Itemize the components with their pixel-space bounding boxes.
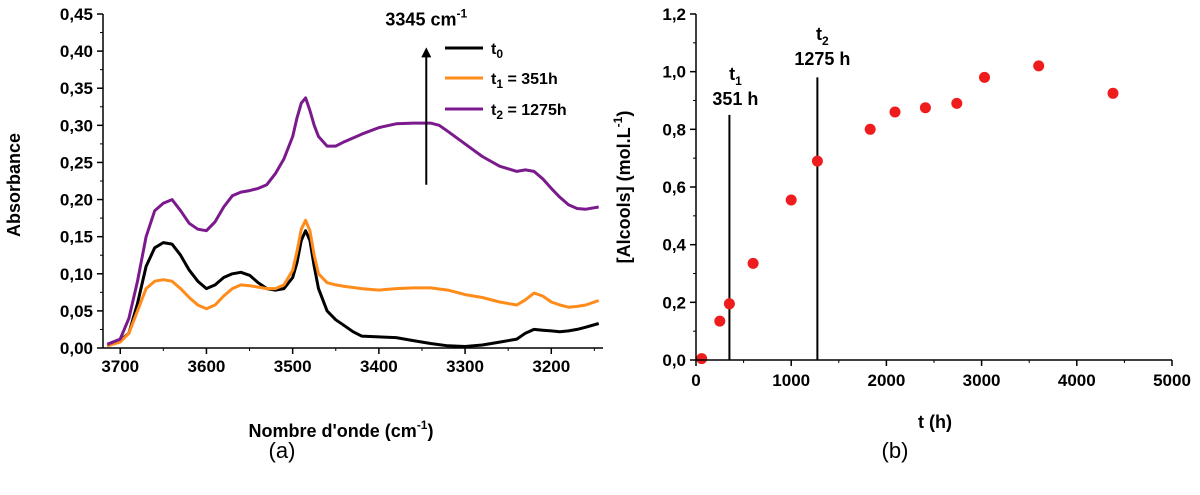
peak-arrow-annotation: 3345 cm-1 xyxy=(385,6,467,185)
panel-b-ytick-label: 0,8 xyxy=(662,120,686,139)
panel-a-xtick-label: 3500 xyxy=(274,357,312,376)
panel-a-ytick-label: 0,10 xyxy=(60,265,93,284)
time-marker-label-1: t1 xyxy=(729,64,742,88)
data-point xyxy=(714,315,726,327)
panel-a-xtick-label: 3200 xyxy=(532,357,570,376)
panel-a-xlabel: Nombre d'onde (cm-1) xyxy=(249,418,434,441)
panel-b-xlabel: t (h) xyxy=(918,412,952,432)
panel-b-xtick-label: 3000 xyxy=(963,371,1001,390)
panel-b-axes xyxy=(695,14,1172,361)
panel-b-ytick-label: 1,2 xyxy=(662,5,686,24)
panel-a-xtick-label: 3600 xyxy=(188,357,226,376)
panel-a-xtick-label: 3400 xyxy=(360,357,398,376)
panel-b-ytick-label: 0,6 xyxy=(662,178,686,197)
panel-a-xtick-label: 3300 xyxy=(446,357,484,376)
data-point xyxy=(979,71,990,83)
data-point xyxy=(723,298,735,310)
panel-b-xtick-label: 5000 xyxy=(1153,371,1191,390)
panel-a-ytick-label: 0,05 xyxy=(60,302,93,321)
panel-a-xtick-label: 3700 xyxy=(101,357,139,376)
data-point xyxy=(696,353,708,365)
legend-label-t1: t1 = 351h xyxy=(491,71,558,91)
panel-b-ytick-label: 1,0 xyxy=(662,63,686,82)
panel-b-ylabel: [Alcools] (mol.L-1) xyxy=(611,111,634,264)
time-marker-value-2: 1275 h xyxy=(794,49,850,69)
panel-a-ticks: 0,00 0,05 0,10 0,15 0,20 0,25 0,30 0,35 0,40 0,45… xyxy=(60,5,595,376)
panel-a-ytick-label: 0,20 xyxy=(60,191,93,210)
data-point xyxy=(864,123,876,135)
panel-a-caption: (a) xyxy=(269,438,296,463)
time-marker-label-2: t2 xyxy=(816,24,829,48)
panel-b-ytick-label: 0,0 xyxy=(662,351,686,370)
legend-label-t0: t0 xyxy=(491,41,503,61)
spectrum-line-0 xyxy=(106,229,600,348)
panel-a-ytick-label: 0,30 xyxy=(60,116,93,135)
panel-a-ytick-label: 0,15 xyxy=(60,228,93,247)
panel-b-xtick-label: 2000 xyxy=(867,371,905,390)
data-point xyxy=(785,194,797,206)
panel-b-caption: (b) xyxy=(882,438,909,463)
panel-a-ytick-label: 0,25 xyxy=(60,153,93,172)
legend-label-t2: t2 = 1275h xyxy=(491,102,567,122)
data-point xyxy=(811,155,823,167)
panel-b-ytick-label: 0,2 xyxy=(662,293,686,312)
data-point xyxy=(1033,60,1045,72)
panel-a-ytick-label: 0,40 xyxy=(60,42,93,61)
panel-b-xtick-label: 1000 xyxy=(772,371,810,390)
panel-a-spectra: 0,00 0,05 0,10 0,15 0,20 0,25 0,30 0,35 0,40 0,45… xyxy=(4,5,603,463)
panel-a-ytick-label: 0,00 xyxy=(60,339,93,358)
data-point xyxy=(919,102,931,114)
spectrum-line-1 xyxy=(106,218,600,348)
panel-b-ticks: 0,0 0,2 0,4 0,6 0,8 1,0 1,2 0 1000 2000 3000 4000 50… xyxy=(662,5,1191,390)
panel-a-ytick-label: 0,45 xyxy=(60,5,93,24)
spectra-curves xyxy=(106,96,600,348)
panel-a-ylabel: Absorbance xyxy=(4,133,24,237)
scatter-points xyxy=(696,60,1119,365)
legend-a: t0 t1 = 351h t2 = 1275h xyxy=(445,41,567,122)
time-marker-value-1: 351 h xyxy=(712,89,758,109)
peak-arrow-label: 3345 cm-1 xyxy=(385,6,467,29)
panel-b-xtick-label: 4000 xyxy=(1058,371,1096,390)
data-point xyxy=(889,106,901,118)
legend-entry-t2: t2 = 1275h xyxy=(445,102,567,122)
panel-b-xtick-label: 0 xyxy=(691,371,700,390)
panel-b-ytick-label: 0,4 xyxy=(662,236,686,255)
panel-a-ytick-label: 0,35 xyxy=(60,79,93,98)
data-point xyxy=(747,257,759,269)
data-point xyxy=(951,97,963,109)
legend-entry-t1: t1 = 351h xyxy=(445,71,558,91)
data-point xyxy=(1107,87,1119,99)
peak-arrow-head xyxy=(421,47,432,58)
legend-entry-t0: t0 xyxy=(445,41,503,61)
spectrum-line-2 xyxy=(106,96,599,346)
